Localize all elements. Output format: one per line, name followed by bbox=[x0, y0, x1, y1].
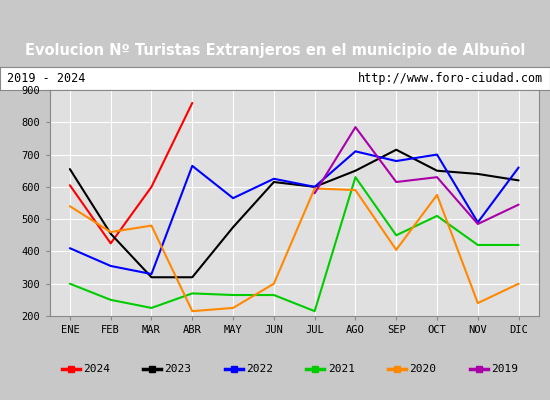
Text: 2021: 2021 bbox=[328, 364, 355, 374]
Text: Evolucion Nº Turistas Extranjeros en el municipio de Albuñol: Evolucion Nº Turistas Extranjeros en el … bbox=[25, 43, 525, 58]
Text: 2024: 2024 bbox=[83, 364, 110, 374]
Text: 2023: 2023 bbox=[164, 364, 191, 374]
Text: 2022: 2022 bbox=[246, 364, 273, 374]
Text: http://www.foro-ciudad.com: http://www.foro-ciudad.com bbox=[358, 72, 543, 85]
Text: 2019 - 2024: 2019 - 2024 bbox=[7, 72, 85, 85]
Text: 2019: 2019 bbox=[491, 364, 518, 374]
Text: 2020: 2020 bbox=[409, 364, 436, 374]
